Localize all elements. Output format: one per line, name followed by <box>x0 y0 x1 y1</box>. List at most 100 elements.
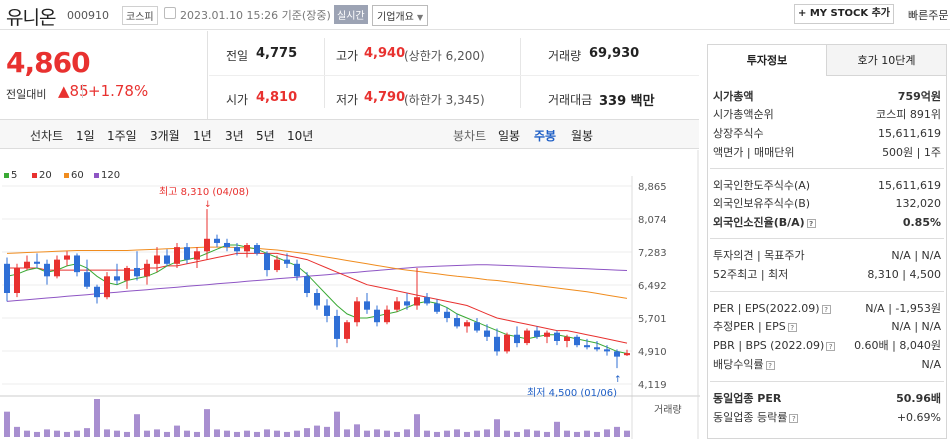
y-tick-label: 8,865 <box>638 182 667 193</box>
help-icon[interactable]: ? <box>826 341 836 351</box>
per-text: PER | EPS(2022.09) <box>713 302 820 315</box>
tab-5y[interactable]: 5년 <box>256 129 275 143</box>
sector-chg-value: +0.69% <box>896 411 941 424</box>
y-tick-label: 4,119 <box>638 380 667 391</box>
candle-body <box>524 330 530 344</box>
week52-label: 52주최고 | 최저 <box>713 268 789 281</box>
tab-monthly[interactable]: 월봉 <box>571 129 594 143</box>
chart-tab-bar <box>0 119 699 149</box>
shares-label: 상장주식수 <box>713 127 764 140</box>
price-chart[interactable]: 8,865 8,074 7,283 6,492 5,701 4,910 4,119 최고 8,… <box>0 150 700 439</box>
market-badge: 코스피 <box>122 6 158 25</box>
tab-1y[interactable]: 1년 <box>193 129 212 143</box>
calendar-icon <box>164 7 176 19</box>
candle-body <box>274 259 280 271</box>
tab-1w[interactable]: 1주일 <box>107 129 137 143</box>
row-market-cap: 시가총액 759억원 <box>713 88 941 106</box>
sector-per-value: 50.96배 <box>896 392 941 405</box>
candle-body <box>314 293 320 306</box>
candle-body <box>334 315 340 339</box>
volume-bar <box>184 430 190 437</box>
candle-body <box>124 267 130 281</box>
volume-bar <box>94 399 100 437</box>
volume-bar <box>204 409 210 437</box>
volume-bar <box>594 431 600 437</box>
volume-label: 거래량 <box>654 404 682 416</box>
legend-label: 20 <box>39 170 52 181</box>
volume-bar <box>504 430 510 437</box>
candle-body <box>304 276 310 294</box>
candle-body <box>344 322 350 339</box>
volume-bar <box>254 431 260 437</box>
volume-bar <box>14 426 20 437</box>
opinion-label: 투자의견 | 목표주가 <box>713 249 805 262</box>
low-label: 저가 <box>336 93 359 107</box>
high-annotation: 최고 8,310 (04/08) <box>159 186 249 198</box>
volume-bar <box>84 428 90 437</box>
candle-body <box>184 247 190 260</box>
add-my-stock-button[interactable]: + MY STOCK 추가 <box>794 4 894 24</box>
volume-bar <box>354 424 360 437</box>
help-icon[interactable]: ? <box>821 304 831 314</box>
divider <box>710 381 944 382</box>
legend-swatch <box>4 172 9 178</box>
volume-bar <box>314 425 320 437</box>
tab-invest-info[interactable]: 투자정보 <box>708 45 827 76</box>
tab-1d[interactable]: 1일 <box>76 129 95 143</box>
pbr-text: PBR | BPS (2022.09) <box>713 339 825 352</box>
stock-title: 유니온 <box>6 7 56 29</box>
volume-bar <box>224 430 230 437</box>
per-label: PER | EPS(2022.09)? <box>713 300 831 318</box>
volume-bar <box>104 429 110 437</box>
legend-label: 5 <box>11 170 18 181</box>
candle-body <box>24 261 30 268</box>
tab-hoga[interactable]: 호가 10단계 <box>827 45 946 76</box>
stock-code: 000910 <box>67 9 109 22</box>
tab-10y[interactable]: 10년 <box>287 129 314 143</box>
volume-bar <box>174 425 180 437</box>
foreign-limit-label: 외국인한도주식수(A) <box>713 179 811 192</box>
candle-body <box>134 267 140 277</box>
volume-bar <box>284 431 290 437</box>
volume-bar <box>144 430 150 437</box>
y-tick-label: 8,074 <box>638 215 667 226</box>
divider <box>710 291 944 292</box>
help-icon[interactable]: ? <box>806 218 816 228</box>
candle-body <box>424 297 430 304</box>
tab-3y[interactable]: 3년 <box>225 129 244 143</box>
volume-bar <box>114 430 120 437</box>
per-value: N/A | -1,953원 <box>865 302 941 315</box>
quick-order-link[interactable]: 빠른주문 <box>908 9 949 22</box>
volume-bar <box>334 411 340 437</box>
help-icon[interactable]: ? <box>787 322 797 332</box>
candle-body <box>174 247 180 264</box>
volume-bar <box>464 431 470 437</box>
foreign-hold-value: 132,020 <box>895 197 942 210</box>
row-pbr: PBR | BPS (2022.09)? 0.60배 | 8,040원 <box>713 337 941 355</box>
tab-3m[interactable]: 3개월 <box>150 129 180 143</box>
row-sector-change: 동일업종 등락률? +0.69% <box>713 409 941 427</box>
y-tick-label: 7,283 <box>638 248 667 259</box>
candle-body <box>114 276 120 281</box>
sector-chg-label: 동일업종 등락률? <box>713 409 799 427</box>
market-cap-value: 759억원 <box>897 90 941 103</box>
divider <box>82 84 83 98</box>
company-info-dropdown[interactable]: 기업개요 ▼ <box>372 5 429 26</box>
tab-weekly[interactable]: 주봉 <box>534 129 557 143</box>
sector-chg-text: 동일업종 등락률 <box>713 411 788 424</box>
candle-body <box>394 301 400 310</box>
realtime-badge[interactable]: 실시간 <box>334 5 368 24</box>
candle-body <box>534 330 540 337</box>
pbr-label: PBR | BPS (2022.09)? <box>713 337 836 355</box>
candle-body <box>384 309 390 323</box>
legend-ma120: 120 <box>94 170 120 181</box>
help-icon[interactable]: ? <box>765 360 775 370</box>
upper-limit: (상한가 6,200) <box>404 49 485 63</box>
volume-bar <box>34 431 40 437</box>
help-icon[interactable]: ? <box>789 413 799 423</box>
price-box <box>0 31 208 119</box>
tab-daily[interactable]: 일봉 <box>498 129 521 143</box>
change-value: ▲85 <box>58 82 89 100</box>
face-label: 액면가 | 매매단위 <box>713 146 795 159</box>
face-value: 500원 | 1주 <box>882 146 941 159</box>
